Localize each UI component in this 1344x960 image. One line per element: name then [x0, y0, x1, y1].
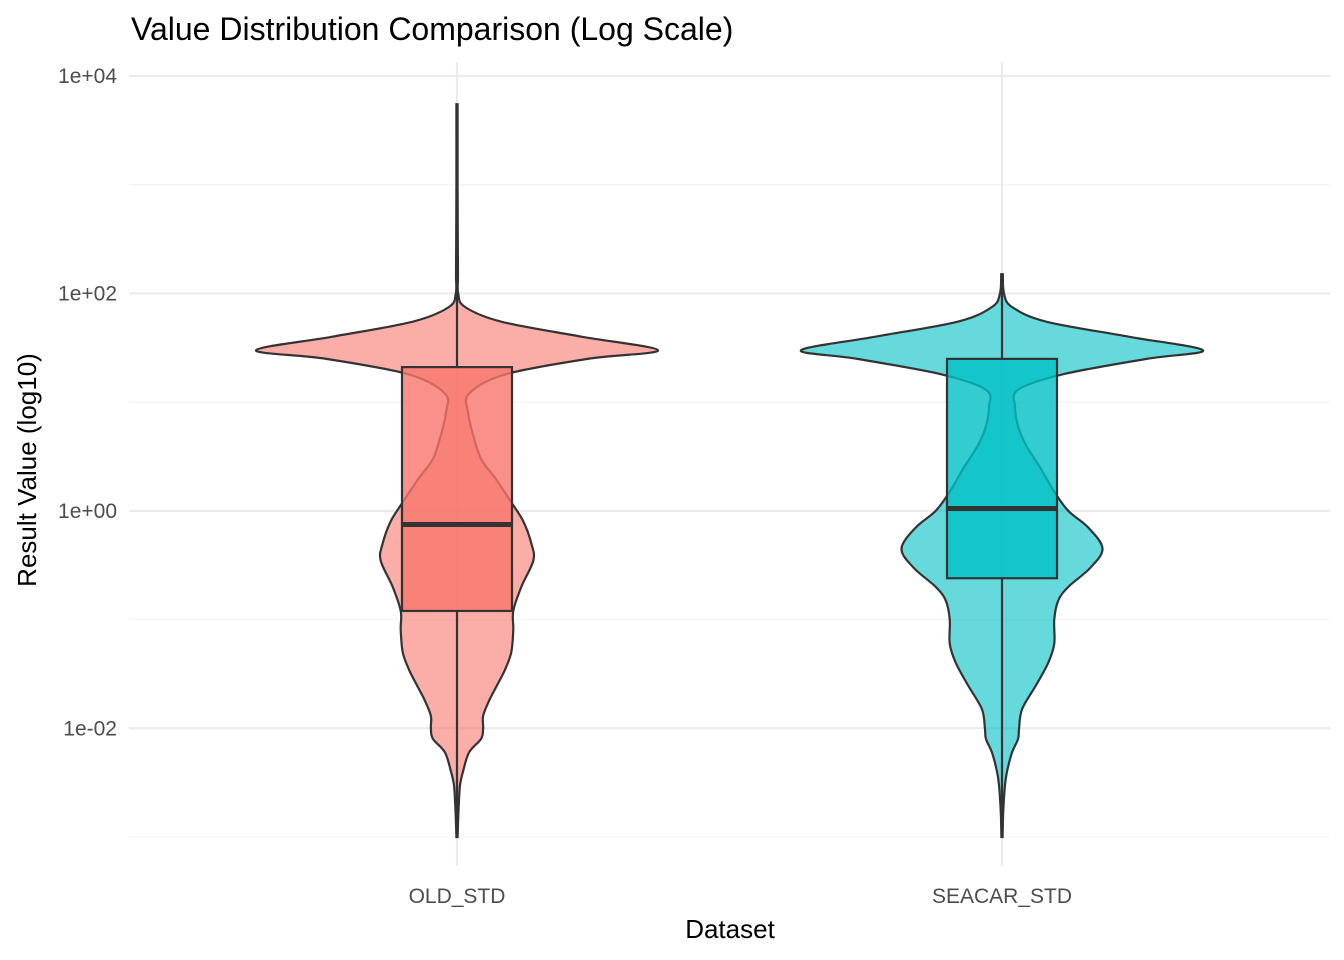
x-axis-title: Dataset — [685, 914, 775, 944]
x-tick-label: SEACAR_STD — [932, 885, 1072, 908]
y-tick-label: 1e+04 — [58, 65, 117, 88]
y-tick-label: 1e+02 — [58, 282, 117, 305]
y-axis-title: Result Value (log10) — [12, 353, 42, 587]
chart-title: Value Distribution Comparison (Log Scale… — [131, 11, 733, 47]
y-tick-label: 1e+00 — [58, 500, 117, 523]
violin-group-old-std — [254, 103, 660, 839]
axis-ticks: 1e-02 1e+00 1e+02 1e+04 OLD_STD SEACAR_STD — [58, 65, 1072, 908]
plot-area — [254, 103, 1205, 839]
box-iqr — [400, 366, 514, 613]
y-tick-label: 1e-02 — [63, 717, 117, 740]
grid-lines — [129, 62, 1330, 866]
violin-group-seacar-std — [799, 273, 1205, 839]
box-iqr — [945, 357, 1059, 580]
x-tick-label: OLD_STD — [409, 885, 506, 908]
